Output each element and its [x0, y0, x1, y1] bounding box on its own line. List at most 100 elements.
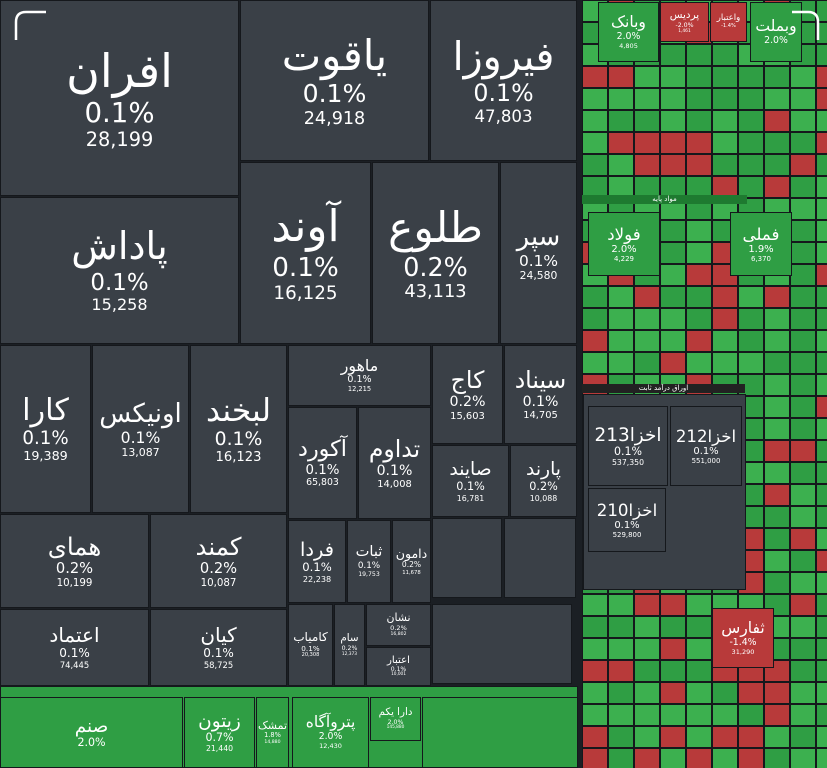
filler-tile — [790, 462, 816, 484]
filler-tile — [608, 660, 634, 682]
stock-change: 0.2% — [199, 559, 238, 577]
stock-name: کمند — [195, 531, 242, 561]
stock-volume: 65,803 — [306, 477, 339, 489]
stock-change: 2.0% — [611, 243, 637, 255]
stock-volume: 21,440 — [205, 744, 234, 754]
stock-name: افران — [66, 43, 173, 98]
stock-tile: کاج 0.2% 15,603 — [432, 345, 503, 444]
stock-tile: سپر 0.1% 24,580 — [500, 162, 577, 344]
stock-change: 0.1% — [302, 79, 367, 109]
stock-name: اخزا212 — [675, 426, 737, 446]
filler-tile — [816, 748, 827, 768]
filler-tile — [816, 374, 827, 396]
filler-tile — [582, 638, 608, 660]
filler-tile — [816, 44, 827, 66]
filler-tile — [660, 220, 686, 242]
stock-name: فولاد — [607, 224, 641, 244]
filler-tile — [790, 418, 816, 440]
filler-tile — [790, 330, 816, 352]
filler-tile — [634, 660, 660, 682]
stock-volume: 14,880 — [264, 739, 281, 745]
stock-volume: 1,461 — [678, 29, 691, 35]
filler-tile — [790, 242, 816, 264]
filler-tile — [634, 66, 660, 88]
stock-volume: 58,725 — [203, 660, 234, 671]
stock-name: پتروآگاه — [305, 713, 356, 732]
stock-name: دامون — [395, 545, 428, 561]
filler-tile — [738, 88, 764, 110]
stock-change: 2.0% — [318, 731, 343, 743]
stock-change: 0.1% — [456, 479, 485, 493]
filler-tile — [634, 154, 660, 176]
filler-tile — [582, 594, 608, 616]
filler-tile — [582, 726, 608, 748]
stock-name: کامیاب — [293, 629, 328, 644]
filler-tile — [582, 352, 608, 374]
filler-tile — [686, 110, 712, 132]
stock-name: یاقوت — [281, 30, 388, 80]
stock-change: 0.2% — [390, 623, 407, 632]
filler-tile — [608, 352, 634, 374]
stock-tile: وبملت 2.0% — [750, 2, 802, 62]
filler-tile — [816, 154, 827, 176]
stock-name: کاج — [450, 366, 485, 395]
stock-name: طلوع — [388, 202, 483, 252]
filler-tile — [660, 308, 686, 330]
filler-tile — [816, 638, 827, 660]
filler-tile — [712, 330, 738, 352]
filler-tile — [738, 330, 764, 352]
filler-tile — [660, 154, 686, 176]
filler-tile — [432, 604, 572, 684]
stock-change: 1.9% — [748, 243, 774, 255]
stock-change: -1.4% — [721, 22, 736, 29]
stock-name: تداوم — [368, 434, 421, 463]
stock-name: همای — [47, 531, 102, 561]
filler-tile — [816, 396, 827, 418]
stock-change: 0.1% — [613, 444, 643, 458]
filler-tile — [712, 308, 738, 330]
filler-tile — [764, 682, 790, 704]
filler-tile — [816, 440, 827, 462]
filler-tile — [634, 594, 660, 616]
filler-tile — [634, 682, 660, 704]
stock-change: 0.1% — [522, 394, 559, 411]
filler-tile — [764, 88, 790, 110]
filler-tile — [660, 352, 686, 374]
filler-tile — [816, 418, 827, 440]
stock-name: ثفارس — [721, 618, 765, 637]
filler-tile — [686, 132, 712, 154]
filler-tile — [660, 132, 686, 154]
filler-tile — [764, 308, 790, 330]
filler-tile — [816, 264, 827, 286]
stock-change: 0.1% — [59, 646, 90, 661]
filler-tile — [660, 660, 686, 682]
stock-tile: اخزا210 0.1% 529,800 — [588, 488, 666, 552]
filler-tile — [660, 616, 686, 638]
stock-tile: اخزا212 0.1% 551,000 — [670, 406, 742, 486]
stock-tile: نشان 0.2% 16,802 — [366, 604, 431, 646]
stock-tile: یاقوت 0.1% 24,918 — [240, 0, 429, 161]
stock-name: وبملت — [755, 16, 797, 35]
stock-name: اعتماد — [49, 623, 100, 648]
stock-volume: 24,918 — [303, 108, 366, 129]
filler-tile — [686, 220, 712, 242]
filler-tile — [790, 220, 816, 242]
filler-tile — [790, 506, 816, 528]
stock-name: ثبات — [355, 543, 383, 561]
stock-name: اخزا210 — [596, 500, 658, 520]
filler-tile — [686, 44, 712, 66]
stock-change: 0.1% — [693, 445, 719, 457]
stock-change: 0.1% — [301, 643, 320, 653]
filler-tile — [816, 198, 827, 220]
filler-tile — [712, 154, 738, 176]
stock-tile: صایند 0.1% 16,781 — [432, 445, 509, 517]
filler-tile — [816, 550, 827, 572]
filler-tile — [764, 748, 790, 768]
filler-tile — [764, 484, 790, 506]
filler-tile — [712, 726, 738, 748]
filler-tile — [634, 638, 660, 660]
stock-change: 0.1% — [120, 427, 161, 447]
stock-change: 0.2% — [449, 394, 486, 411]
stock-name: نشان — [386, 611, 411, 625]
stock-name: سیناد — [514, 366, 567, 395]
